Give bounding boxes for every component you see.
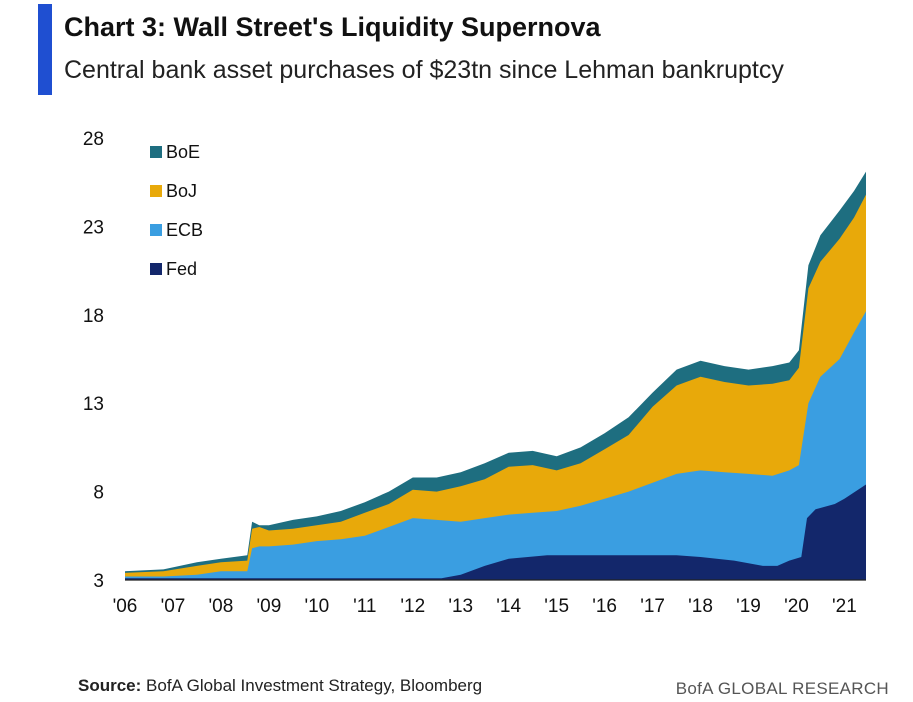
y-tick-label: 13 — [83, 394, 104, 415]
y-axis-labels: 3 8 13 18 23 28 — [83, 129, 104, 592]
chart-subtitle: Central bank asset purchases of $23tn si… — [64, 56, 784, 84]
x-tick-label: '16 — [592, 596, 617, 617]
legend-label: BoJ — [166, 181, 197, 201]
x-tick-label: '06 — [113, 596, 138, 617]
y-tick-label: 3 — [93, 571, 104, 592]
stacked-area-chart: 3 8 13 18 23 28 '06 '07 '08 '09 '10 '11 '12 '13 '14 '1… — [83, 129, 866, 617]
source-note: Source: BofA Global Investment Strategy,… — [78, 676, 482, 696]
y-tick-label: 28 — [83, 129, 104, 150]
legend-swatch — [150, 224, 162, 236]
x-tick-label: '12 — [400, 596, 425, 617]
y-tick-label: 8 — [93, 483, 104, 504]
source-text: BofA Global Investment Strategy, Bloombe… — [146, 676, 483, 695]
x-axis-labels: '06 '07 '08 '09 '10 '11 '12 '13 '14 '15 '16 '17 '18 '… — [113, 596, 857, 617]
x-tick-label: '21 — [832, 596, 857, 617]
area-layers — [125, 171, 866, 580]
title-accent-bar — [38, 4, 52, 95]
legend-item-fed: Fed — [150, 259, 197, 279]
y-tick-label: 18 — [83, 306, 104, 327]
x-tick-label: '19 — [736, 596, 761, 617]
legend-item-boj: BoJ — [150, 181, 197, 201]
source-label: Source: — [78, 676, 142, 695]
chart-title: Chart 3: Wall Street's Liquidity Superno… — [64, 12, 601, 42]
legend: BoE BoJ ECB Fed — [150, 142, 203, 279]
legend-label: ECB — [166, 220, 203, 240]
legend-swatch — [150, 146, 162, 158]
x-tick-label: '18 — [688, 596, 713, 617]
area-ecb — [125, 311, 866, 580]
x-tick-label: '17 — [640, 596, 665, 617]
x-tick-label: '15 — [544, 596, 569, 617]
legend-item-boe: BoE — [150, 142, 200, 162]
legend-label: BoE — [166, 142, 200, 162]
x-tick-label: '08 — [209, 596, 234, 617]
legend-label: Fed — [166, 259, 197, 279]
brand-label: BofA GLOBAL RESEARCH — [675, 679, 889, 698]
x-tick-label: '13 — [448, 596, 473, 617]
legend-item-ecb: ECB — [150, 220, 203, 240]
x-tick-label: '11 — [353, 596, 376, 617]
x-tick-label: '09 — [257, 596, 282, 617]
legend-swatch — [150, 263, 162, 275]
legend-swatch — [150, 185, 162, 197]
x-tick-label: '10 — [304, 596, 329, 617]
x-tick-label: '07 — [161, 596, 186, 617]
x-tick-label: '14 — [496, 596, 521, 617]
x-tick-label: '20 — [784, 596, 809, 617]
y-tick-label: 23 — [83, 217, 104, 238]
area-fed — [125, 484, 866, 580]
